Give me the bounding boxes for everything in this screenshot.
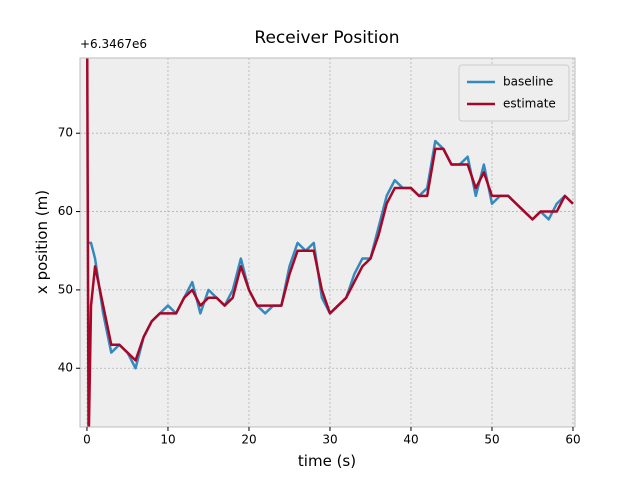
x-tick-label: 30 (322, 433, 337, 447)
x-axis-label: time (s) (298, 452, 356, 470)
x-tick-label: 0 (83, 433, 91, 447)
lines (85, 58, 574, 427)
x-tick-label: 50 (484, 433, 499, 447)
x-tick-label: 40 (403, 433, 418, 447)
series-line (85, 58, 574, 427)
legend-box (458, 64, 570, 122)
plot-frame (79, 57, 576, 428)
x-tick-label: 10 (160, 433, 175, 447)
y-tick-label: 70 (58, 126, 73, 140)
x-tick-label: 60 (565, 433, 580, 447)
chart-title: Receiver Position (254, 28, 399, 48)
y-tick-label: 40 (58, 361, 73, 375)
labels: 0 10 20 30 40 50 60 40 50 60 70 (58, 126, 581, 447)
legend: baseline estimate (458, 64, 570, 122)
y-tick-label: 60 (58, 204, 73, 218)
y-tick-label: 50 (58, 282, 73, 296)
x-tick-label: 20 (241, 433, 256, 447)
y-axis-label: x position (m) (33, 190, 51, 294)
offset-text: +6.3467e6 (80, 37, 147, 51)
legend-label: baseline (503, 75, 553, 89)
legend-label: estimate (503, 97, 556, 111)
